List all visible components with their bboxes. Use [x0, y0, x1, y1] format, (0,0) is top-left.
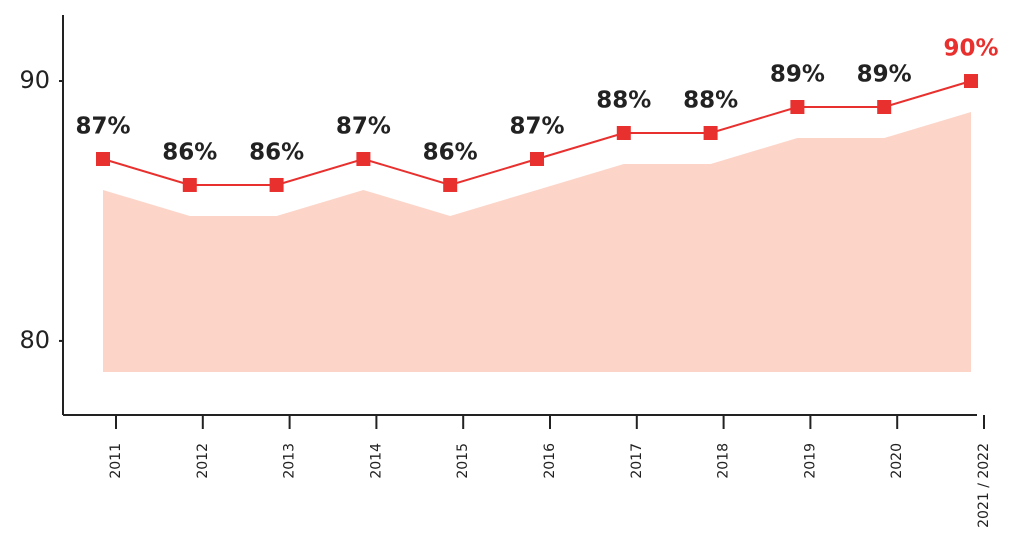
x-tick-label: 2019 [802, 443, 818, 479]
x-tick-label: 2013 [282, 443, 298, 479]
x-tick-label: 2021 / 2022 [976, 443, 992, 528]
x-tick-label: 2012 [195, 443, 211, 479]
marker [964, 74, 978, 89]
area [103, 112, 971, 372]
x-tick-label: 2018 [716, 443, 732, 479]
x-tick-label: 2015 [455, 443, 471, 479]
marker [182, 177, 197, 192]
marker [616, 125, 631, 140]
value-label: 87% [336, 113, 391, 139]
x-tick-label: 2017 [629, 443, 645, 479]
value-label: 88% [596, 87, 651, 113]
value-label: 87% [509, 113, 564, 139]
value-label: 86% [249, 139, 304, 165]
x-tick-label: 2011 [108, 443, 124, 479]
marker [530, 151, 544, 166]
marker [269, 177, 284, 192]
marker [356, 151, 371, 166]
marker [443, 177, 458, 192]
x-tick-label: 2020 [889, 443, 905, 479]
value-label: 86% [162, 139, 217, 165]
value-label: 87% [75, 113, 130, 139]
marker [877, 100, 892, 115]
x-tick-label: 2016 [542, 443, 558, 479]
y-tick-label: 90 [19, 66, 50, 94]
value-label: 89% [857, 62, 912, 88]
y-tick-label: 80 [19, 326, 50, 354]
marker [790, 100, 805, 115]
value-label: 89% [770, 62, 825, 88]
value-label: 86% [423, 139, 478, 165]
value-label: 88% [683, 87, 738, 113]
marker [96, 151, 110, 166]
x-tick-label: 2014 [368, 443, 384, 479]
marker [703, 125, 718, 140]
value-label: 90% [943, 36, 998, 62]
